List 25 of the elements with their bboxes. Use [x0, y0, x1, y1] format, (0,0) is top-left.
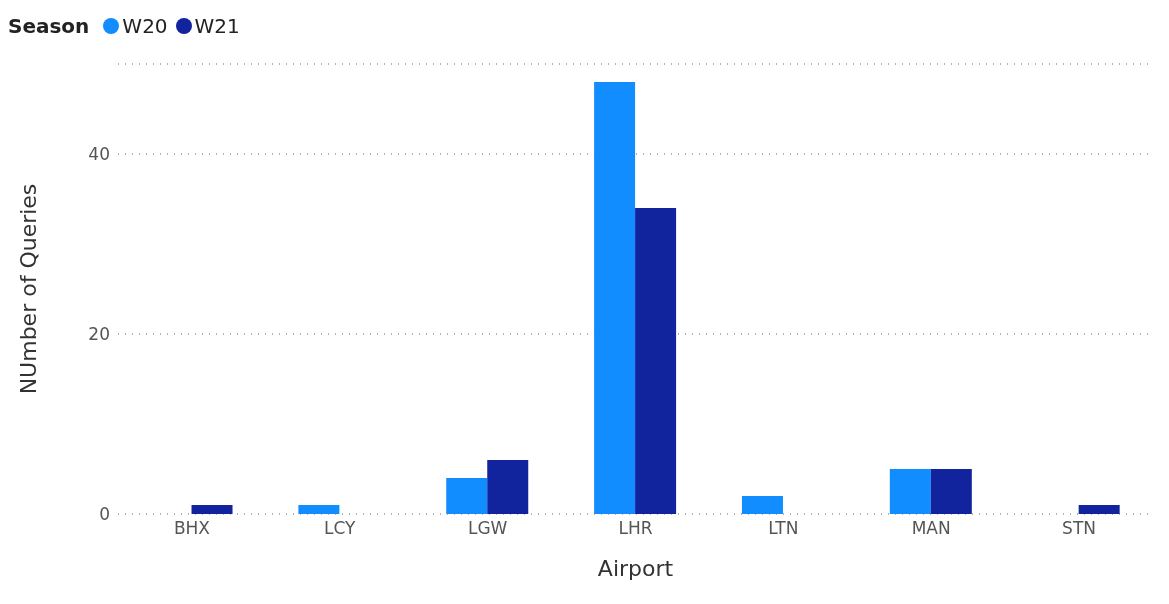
bar [741, 496, 783, 514]
x-tick-label: LCY [324, 518, 357, 539]
bar [1078, 505, 1120, 514]
legend-title: Season [8, 14, 90, 38]
bar [930, 469, 972, 514]
x-tick-label: LHR [618, 518, 653, 539]
x-axis-title: Airport [597, 556, 674, 581]
x-tick-label: BHX [173, 518, 211, 539]
bar [298, 505, 340, 514]
bar [889, 469, 931, 514]
y-tick-label: 20 [88, 324, 110, 345]
bar [594, 82, 636, 514]
bar [487, 460, 529, 514]
x-tick-label: LTN [768, 518, 799, 539]
x-tick-label: STN [1062, 518, 1097, 539]
y-tick-label: 0 [99, 504, 110, 525]
x-tick-label: LGW [467, 518, 508, 539]
bar [446, 478, 488, 514]
y-tick-label: 40 [88, 144, 110, 165]
x-tick-label: MAN [911, 518, 951, 539]
legend-label: W21 [193, 14, 240, 38]
bar [191, 505, 233, 514]
bar [635, 208, 677, 514]
y-axis-title: NUmber of Queries [15, 183, 41, 395]
legend-label: W20 [121, 14, 168, 38]
